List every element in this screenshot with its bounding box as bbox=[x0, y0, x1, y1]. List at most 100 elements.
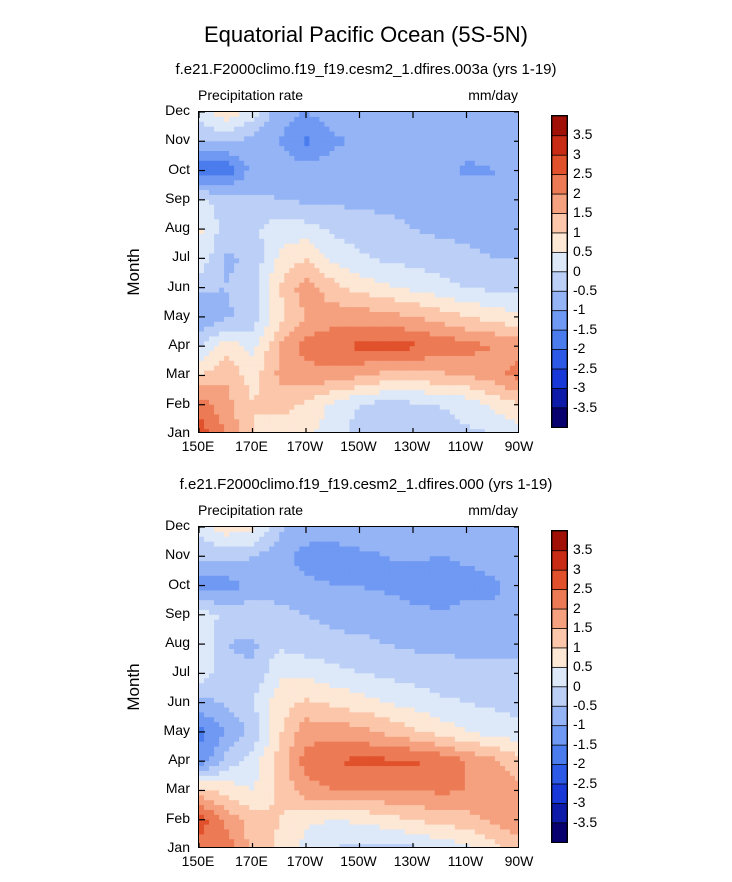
heatmap-cell bbox=[299, 394, 305, 401]
heatmap-cell bbox=[394, 229, 401, 235]
heatmap-cell bbox=[479, 126, 486, 133]
heatmap-cell bbox=[309, 224, 315, 230]
heatmap-cell bbox=[319, 258, 325, 264]
heatmap-cell bbox=[314, 566, 320, 572]
heatmap-cell bbox=[199, 351, 205, 357]
heatmap-cell bbox=[274, 404, 280, 411]
heatmap-cell bbox=[499, 219, 506, 225]
heatmap-cell bbox=[449, 258, 456, 264]
heatmap-cell bbox=[379, 268, 386, 274]
heatmap-cell bbox=[274, 229, 280, 235]
heatmap-cell bbox=[464, 214, 471, 220]
heatmap-cell bbox=[434, 243, 441, 250]
heatmap-cell bbox=[229, 233, 235, 240]
heatmap-cell bbox=[424, 375, 431, 381]
heatmap-cell bbox=[489, 531, 496, 538]
heatmap-cell bbox=[444, 341, 451, 347]
heatmap-cell bbox=[439, 360, 446, 367]
heatmap-cell bbox=[504, 531, 511, 538]
panel1-right-label: mm/day bbox=[468, 87, 518, 103]
heatmap-cell bbox=[359, 175, 366, 181]
heatmap-cell bbox=[344, 316, 351, 323]
heatmap-cell bbox=[249, 233, 255, 240]
heatmap-cell bbox=[459, 209, 466, 216]
heatmap-cell bbox=[499, 273, 506, 279]
heatmap-cell bbox=[269, 380, 275, 386]
heatmap-cell bbox=[269, 146, 275, 152]
heatmap-cell bbox=[429, 282, 436, 289]
heatmap-cell bbox=[349, 546, 356, 552]
heatmap-cell bbox=[449, 160, 456, 167]
heatmap-cell bbox=[439, 336, 446, 342]
heatmap-cell bbox=[364, 214, 371, 220]
heatmap-cell bbox=[439, 546, 446, 552]
heatmap-cell bbox=[499, 175, 506, 181]
heatmap-cell bbox=[314, 575, 320, 582]
heatmap-cell bbox=[384, 390, 391, 396]
heatmap-cell bbox=[289, 331, 295, 338]
heatmap-cell bbox=[399, 282, 406, 289]
heatmap-cell bbox=[299, 131, 305, 137]
heatmap-cell bbox=[254, 360, 260, 367]
heatmap-cell bbox=[244, 131, 250, 137]
heatmap-cell bbox=[304, 126, 310, 133]
heatmap-cell bbox=[389, 429, 396, 432]
heatmap-cell bbox=[419, 258, 426, 264]
heatmap-cell bbox=[444, 360, 451, 367]
heatmap-cell bbox=[334, 370, 341, 377]
heatmap-cell bbox=[369, 429, 376, 432]
heatmap-cell bbox=[254, 570, 260, 577]
heatmap-cell bbox=[279, 375, 285, 381]
heatmap-cell bbox=[244, 321, 250, 328]
heatmap-cell bbox=[359, 282, 366, 289]
heatmap-cell bbox=[234, 233, 240, 240]
heatmap-cell bbox=[239, 209, 245, 216]
colorbar-label: -1 bbox=[573, 301, 586, 318]
heatmap-cell bbox=[339, 214, 346, 220]
heatmap-cell bbox=[244, 253, 250, 259]
heatmap-cell bbox=[339, 336, 346, 342]
heatmap-cell bbox=[504, 165, 511, 172]
heatmap-cell bbox=[354, 146, 361, 152]
heatmap-cell bbox=[199, 546, 205, 552]
heatmap-cell bbox=[229, 385, 235, 391]
heatmap-cell bbox=[329, 312, 336, 318]
heatmap-cell bbox=[439, 536, 446, 543]
heatmap-cell bbox=[374, 233, 381, 240]
heatmap-cell bbox=[299, 321, 305, 328]
heatmap-cell bbox=[429, 180, 436, 186]
heatmap-cell bbox=[409, 419, 416, 425]
heatmap-cell bbox=[329, 180, 336, 186]
heatmap-cell bbox=[434, 273, 441, 279]
heatmap-cell bbox=[464, 282, 471, 289]
heatmap-cell bbox=[454, 336, 461, 342]
heatmap-cell bbox=[419, 556, 426, 562]
heatmap-cell bbox=[289, 141, 295, 147]
heatmap-cell bbox=[204, 566, 210, 572]
heatmap-cell bbox=[299, 170, 305, 177]
heatmap-cell bbox=[234, 238, 240, 245]
heatmap-cell bbox=[329, 268, 336, 274]
heatmap-cell bbox=[319, 292, 325, 298]
heatmap-cell bbox=[404, 258, 411, 264]
heatmap-cell bbox=[244, 170, 250, 177]
heatmap-cell bbox=[424, 527, 431, 533]
heatmap-cell bbox=[499, 307, 506, 313]
heatmap-cell bbox=[334, 360, 341, 367]
heatmap-cell bbox=[444, 204, 451, 211]
heatmap-cell bbox=[489, 126, 496, 133]
heatmap-cell bbox=[474, 360, 481, 367]
heatmap-cell bbox=[299, 112, 305, 118]
heatmap-cell bbox=[209, 375, 215, 381]
heatmap-cell bbox=[294, 199, 300, 206]
heatmap-cell bbox=[504, 390, 511, 396]
heatmap-cell bbox=[434, 219, 441, 225]
heatmap-cell bbox=[289, 292, 295, 298]
heatmap-cell bbox=[484, 190, 491, 196]
heatmap-cell bbox=[454, 287, 461, 294]
heatmap-cell bbox=[399, 180, 406, 186]
heatmap-cell bbox=[249, 331, 255, 338]
heatmap-cell bbox=[494, 238, 501, 245]
heatmap-cell bbox=[449, 146, 456, 152]
heatmap-cell bbox=[439, 180, 446, 186]
